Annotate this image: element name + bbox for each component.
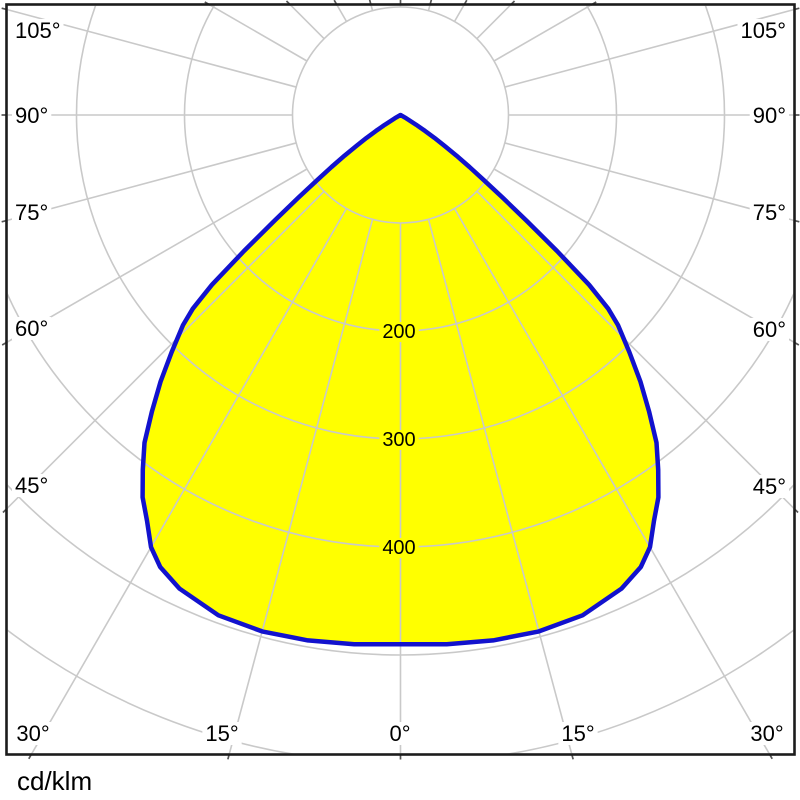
ring-label-bg [379,538,419,558]
ring-label-bg [379,322,419,342]
ring-label: 400 [382,537,415,559]
angle-label-group: 45° [12,473,52,498]
angle-label-bg [749,475,789,498]
spoke-line [7,168,308,343]
ring-label-group: 300 [379,429,419,451]
angle-label-group: 60° [749,317,789,342]
angle-label-bg [12,201,52,224]
angle-label: 105° [740,18,786,43]
chart-frame [5,3,796,756]
angle-label-bg [747,722,787,745]
angle-label: 90° [753,103,786,128]
spoke-line [493,168,794,343]
angle-label-group: 105° [737,18,789,43]
spoke-line [7,142,297,222]
spoke-line [427,219,573,754]
angle-label: 45° [753,474,786,499]
angle-label: 0° [389,721,410,746]
angle-label-bg [13,722,53,745]
spoke-line [31,208,348,754]
angle-label-bg [749,318,789,341]
angle-label-group: 45° [749,474,789,499]
angle-label: 105° [15,18,61,43]
intensity-curve [140,112,661,647]
angle-label-bg [12,104,52,127]
angle-label-group: 90° [749,103,789,128]
angle-label-group: 0° [386,721,414,746]
angle-label-bg [737,19,789,42]
angle-label: 90° [15,103,48,128]
unit-label: cd/klm [17,766,92,796]
ring-label-bg [379,430,419,450]
angle-label: 60° [753,317,786,342]
angle-label: 75° [753,200,786,225]
angle-label-bg [386,722,414,745]
angle-label-group: 15° [558,721,598,746]
spoke-line [7,190,325,509]
angle-label: 75° [15,200,48,225]
angle-label-bg [749,104,789,127]
angle-label-group: 15° [202,721,242,746]
angle-label-group: 75° [12,200,52,225]
spoke-line [504,8,794,88]
spoke-line [476,190,794,509]
spoke-line [7,8,297,88]
ring-label-group: 200 [379,321,419,343]
spoke-line [504,142,794,222]
ring-label: 200 [382,321,415,343]
angle-label-group: 30° [747,721,787,746]
angle-label-group: 75° [749,200,789,225]
ring-label: 300 [382,429,415,451]
angle-label: 60° [15,316,48,341]
angle-label-group: 105° [12,18,64,43]
ring-label-group: 400 [379,537,419,559]
angle-label: 30° [16,721,49,746]
spoke-line [453,208,770,754]
angle-label-group: 60° [12,316,52,341]
angle-label-group: 90° [12,103,52,128]
angle-label-bg [202,722,242,745]
angle-label-bg [12,19,64,42]
angle-label: 45° [15,473,48,498]
angle-label-bg [12,317,52,340]
spoke-line [228,219,374,754]
angle-label: 30° [750,721,783,746]
angle-label-group: 30° [13,721,53,746]
angle-label-bg [749,201,789,224]
angle-label-bg [12,474,52,497]
angle-label-bg [558,722,598,745]
angle-label: 15° [561,721,594,746]
angle-label: 15° [205,721,238,746]
